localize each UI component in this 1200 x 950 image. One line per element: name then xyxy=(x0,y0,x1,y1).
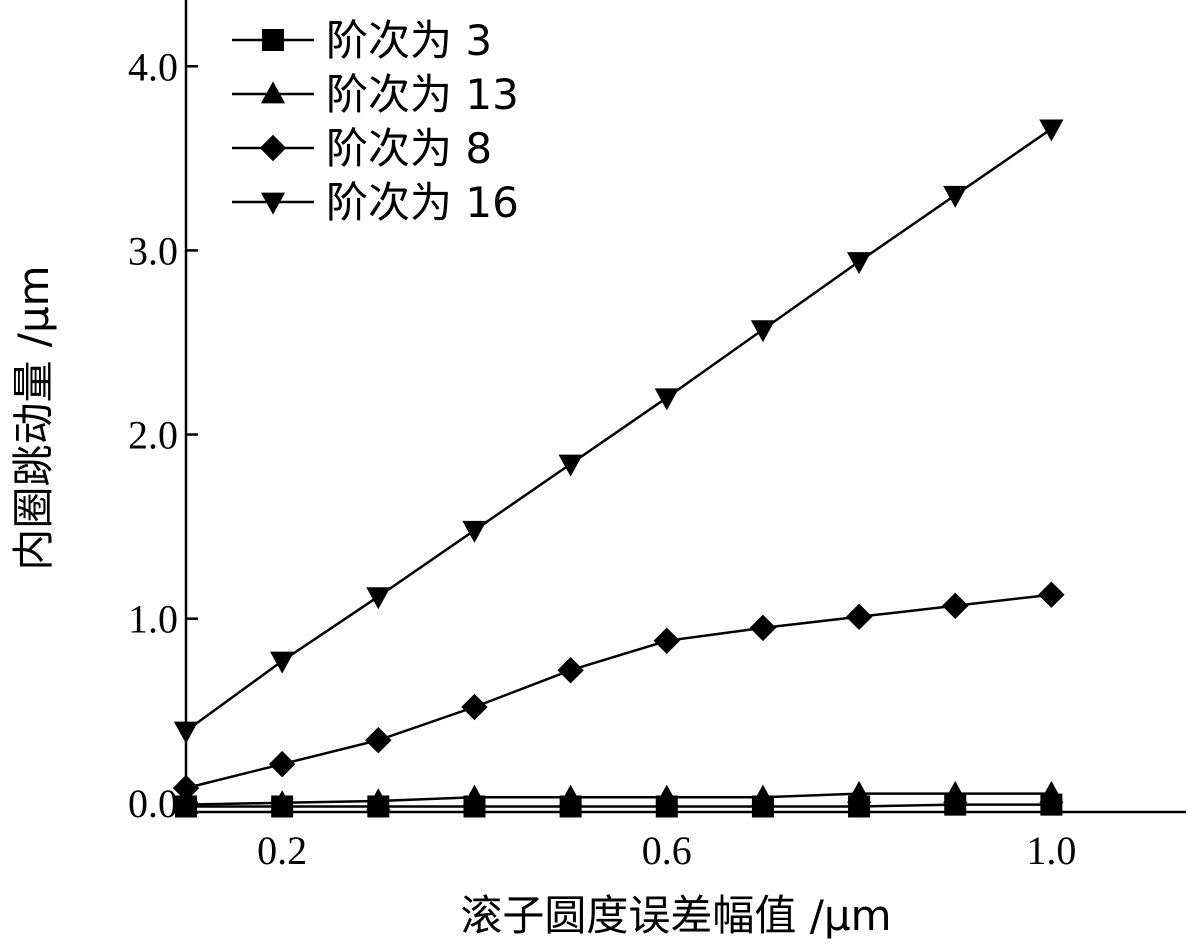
series-4 xyxy=(173,119,1064,744)
legend-label: 阶次为 3 xyxy=(326,16,492,65)
legend-item-4: 阶次为 16 xyxy=(232,178,519,227)
series-line xyxy=(185,792,1052,806)
data-point xyxy=(942,592,969,619)
data-point xyxy=(653,627,680,654)
data-point xyxy=(173,791,199,814)
legend-marker xyxy=(260,81,286,104)
series-layer xyxy=(172,119,1065,818)
y-tick-label: 3.0 xyxy=(128,228,178,273)
data-point xyxy=(1039,119,1064,142)
legend-item-2: 阶次为 13 xyxy=(232,70,519,119)
data-point xyxy=(172,774,200,802)
legend-marker xyxy=(260,192,286,215)
data-point xyxy=(846,780,872,803)
y-tick-label: 1.0 xyxy=(128,597,178,642)
data-point xyxy=(1039,780,1064,803)
series-line xyxy=(186,803,1052,808)
data-point xyxy=(750,320,776,343)
data-point xyxy=(270,651,295,674)
series-line xyxy=(185,127,1053,733)
data-point xyxy=(462,784,487,807)
legend-marker xyxy=(262,29,284,51)
data-point xyxy=(365,726,392,754)
legend-label: 阶次为 13 xyxy=(326,70,519,119)
data-point xyxy=(270,790,295,813)
data-point xyxy=(558,784,583,807)
legend-item-3: 阶次为 8 xyxy=(232,124,492,173)
data-point xyxy=(366,587,391,610)
y-axis-title: 内圈跳动量 /μm xyxy=(9,265,58,570)
x-axis-title: 滚子圆度误差幅值 /μm xyxy=(460,891,891,940)
x-tick-label: 1.0 xyxy=(1026,828,1076,873)
legend-marker xyxy=(259,134,287,162)
data-point xyxy=(173,721,199,744)
data-point xyxy=(654,388,679,411)
data-point xyxy=(268,750,296,778)
data-point xyxy=(654,784,679,807)
data-point xyxy=(943,780,968,803)
plot-area: 0.0 1.0 2.0 3.0 4.0 0.2 0.6 1.0 xyxy=(128,0,1186,873)
legend-label: 阶次为 8 xyxy=(326,124,492,173)
data-point xyxy=(557,657,584,684)
data-point xyxy=(461,693,488,721)
data-point xyxy=(558,454,583,477)
data-point xyxy=(1038,581,1065,608)
data-point xyxy=(750,784,776,807)
data-point xyxy=(943,185,968,208)
data-point xyxy=(749,614,777,642)
legend: 阶次为 3 阶次为 13 阶次为 8 阶次为 16 xyxy=(232,16,519,227)
legend-item-1: 阶次为 3 xyxy=(232,16,492,65)
series-line xyxy=(185,593,1052,790)
x-tick-label: 0.2 xyxy=(257,828,307,873)
data-point xyxy=(845,603,873,631)
data-point xyxy=(462,520,487,543)
x-tick-label: 0.6 xyxy=(642,828,692,873)
y-tick-label: 2.0 xyxy=(128,413,178,458)
y-tick-label: 4.0 xyxy=(128,44,178,89)
data-point xyxy=(846,252,872,275)
legend-label: 阶次为 16 xyxy=(326,178,519,227)
y-tick-label: 0.0 xyxy=(128,781,178,826)
series-2 xyxy=(173,780,1064,814)
data-point xyxy=(366,788,391,811)
series-3 xyxy=(172,581,1065,802)
